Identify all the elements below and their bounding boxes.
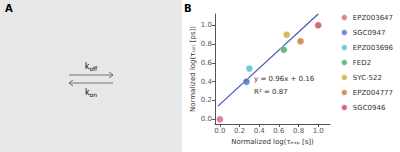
svg-text:R² = 0.87: R² = 0.87 [254, 88, 288, 96]
svg-text:Normalized log(τₜₐₗₜ [ps]): Normalized log(τₜₐₗₜ [ps]) [189, 26, 197, 112]
svg-text:0.6: 0.6 [201, 59, 213, 67]
svg-text:A: A [5, 3, 13, 14]
svg-text:SGC0947: SGC0947 [353, 29, 386, 37]
svg-text:0.0: 0.0 [214, 127, 225, 135]
svg-text:EPZ004777: EPZ004777 [353, 89, 393, 97]
svg-text:0.4: 0.4 [254, 127, 266, 135]
svg-text:1.0: 1.0 [313, 127, 324, 135]
svg-text:EPZ003696: EPZ003696 [353, 44, 394, 52]
svg-text:y = 0.96x + 0.16: y = 0.96x + 0.16 [254, 75, 315, 83]
svg-text:0.2: 0.2 [201, 96, 212, 104]
svg-text:FED2: FED2 [353, 59, 371, 67]
svg-text:k: k [84, 87, 90, 97]
svg-text:B: B [184, 3, 192, 14]
svg-text:off: off [89, 65, 98, 72]
svg-text:EPZ003647: EPZ003647 [353, 14, 393, 22]
svg-text:0.2: 0.2 [234, 127, 245, 135]
svg-text:0.0: 0.0 [201, 115, 212, 123]
svg-text:SGC0946: SGC0946 [353, 104, 386, 112]
svg-text:0.8: 0.8 [293, 127, 304, 135]
svg-text:0.6: 0.6 [273, 127, 285, 135]
svg-text:1.0: 1.0 [201, 21, 212, 29]
svg-text:Normalized log(τₑₓₚ [s]): Normalized log(τₑₓₚ [s]) [231, 138, 314, 146]
svg-text:on: on [90, 91, 98, 98]
svg-text:SYC-522: SYC-522 [353, 74, 382, 82]
svg-text:0.8: 0.8 [201, 40, 212, 48]
svg-text:k: k [84, 61, 90, 71]
svg-text:0.4: 0.4 [201, 78, 213, 86]
